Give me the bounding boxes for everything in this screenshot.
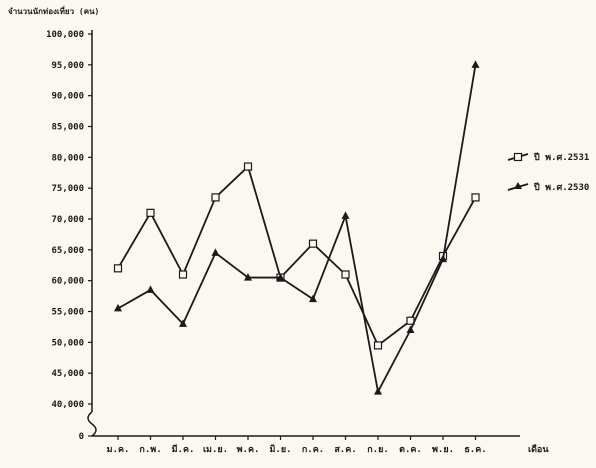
data-point-triangle [471,60,480,68]
data-point-square [113,264,123,273]
legend-label: ปี พ.ศ.2530 [533,182,589,193]
data-point-triangle [341,211,350,219]
y-tick-label: 0 [79,432,84,442]
data-point-triangle [211,248,220,256]
y-tick-label: 55,000 [51,308,84,318]
data-point-square [341,270,350,279]
data-point-triangle [309,294,317,303]
y-tick-label: 45,000 [51,369,84,379]
x-tick-label: ก.ย. [367,445,389,455]
y-tick-label: 85,000 [51,123,84,133]
x-tick-label: ม.ค. [107,445,130,455]
data-point-square [308,239,318,248]
y-tick-label: 65,000 [51,246,84,256]
data-point-square [471,193,480,202]
x-tick-label: ส.ค. [334,445,356,455]
y-tick-label: 80,000 [51,153,84,163]
x-tick-label: พ.ย. [432,445,454,455]
x-tick-label: ก.ค. [302,445,324,455]
y-tick-label: 40,000 [51,400,84,410]
data-point-triangle [406,325,415,333]
x-tick-label: ธ.ค. [464,445,486,455]
series-line-1 [117,165,477,347]
axis-break [87,411,97,437]
y-tick-label: 75,000 [51,184,84,194]
y-tick-label: 100,000 [46,30,84,40]
x-tick-label: เม.ย. [203,445,228,455]
data-point-square [178,270,188,279]
data-point-triangle [374,387,382,395]
legend: ปี พ.ศ.2531 ปี พ.ศ.2530 [507,152,589,193]
y-tick-label: 95,000 [51,61,84,71]
series-group [113,60,480,395]
data-point-triangle [179,319,187,327]
y-tick-label: 60,000 [51,277,84,287]
data-point-triangle [439,254,447,263]
data-point-triangle [244,273,252,281]
x-tick-label: มี.ค. [172,444,195,455]
data-point-square [211,193,220,202]
y-tick-label: 70,000 [51,215,84,225]
legend-marker-square [513,152,523,162]
series-line-2 [117,64,477,393]
y-ticks: 0 40,000 45,000 50,000 55,000 60,000 65,000 70,… [46,30,92,442]
y-tick-label: 90,000 [51,92,84,102]
data-point-triangle [276,273,285,281]
legend-marker-triangle [514,182,522,189]
x-tick-label: ต.ค. [399,445,422,455]
data-point-square [243,162,253,171]
data-point-square [146,208,155,217]
data-point-triangle [146,285,155,293]
legend-label: ปี พ.ศ.2531 [533,152,589,163]
x-tick-label: ก.พ. [139,445,161,455]
data-point-triangle [114,303,122,312]
x-axis-label: เดือน [528,443,549,455]
x-tick-label: พ.ค. [237,445,260,455]
x-ticks: ม.ค. ก.พ. มี.ค. เม.ย. พ.ค. มิ.ย. ก.ค. ส.ค. ก.ย. ต… [107,436,487,455]
data-point-square [373,341,383,350]
chart-title: จำนวนนักท่องเที่ยว (คน) [8,5,99,16]
y-tick-label: 50,000 [51,338,84,348]
x-tick-label: มิ.ย. [269,444,291,455]
